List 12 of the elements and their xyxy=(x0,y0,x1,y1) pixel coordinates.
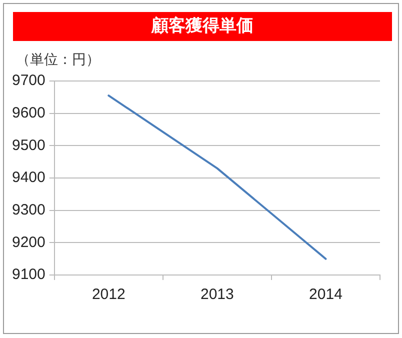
x-tick-label: 2012 xyxy=(92,286,126,304)
y-tick-label: 9400 xyxy=(12,169,46,186)
x-tick-label: 2013 xyxy=(200,286,234,304)
y-tick-label: 9300 xyxy=(12,201,46,218)
y-tick-label: 9600 xyxy=(12,104,46,122)
y-tick-label: 9500 xyxy=(12,136,46,154)
x-tick-label: 2014 xyxy=(309,286,342,304)
y-tick-label: 9700 xyxy=(12,72,46,90)
y-tick-label: 9100 xyxy=(12,266,46,284)
y-axis-title: （単位：円） xyxy=(16,51,100,69)
chart-title: 顧客獲得単価 xyxy=(13,12,392,41)
y-tick-label: 9200 xyxy=(12,234,46,251)
